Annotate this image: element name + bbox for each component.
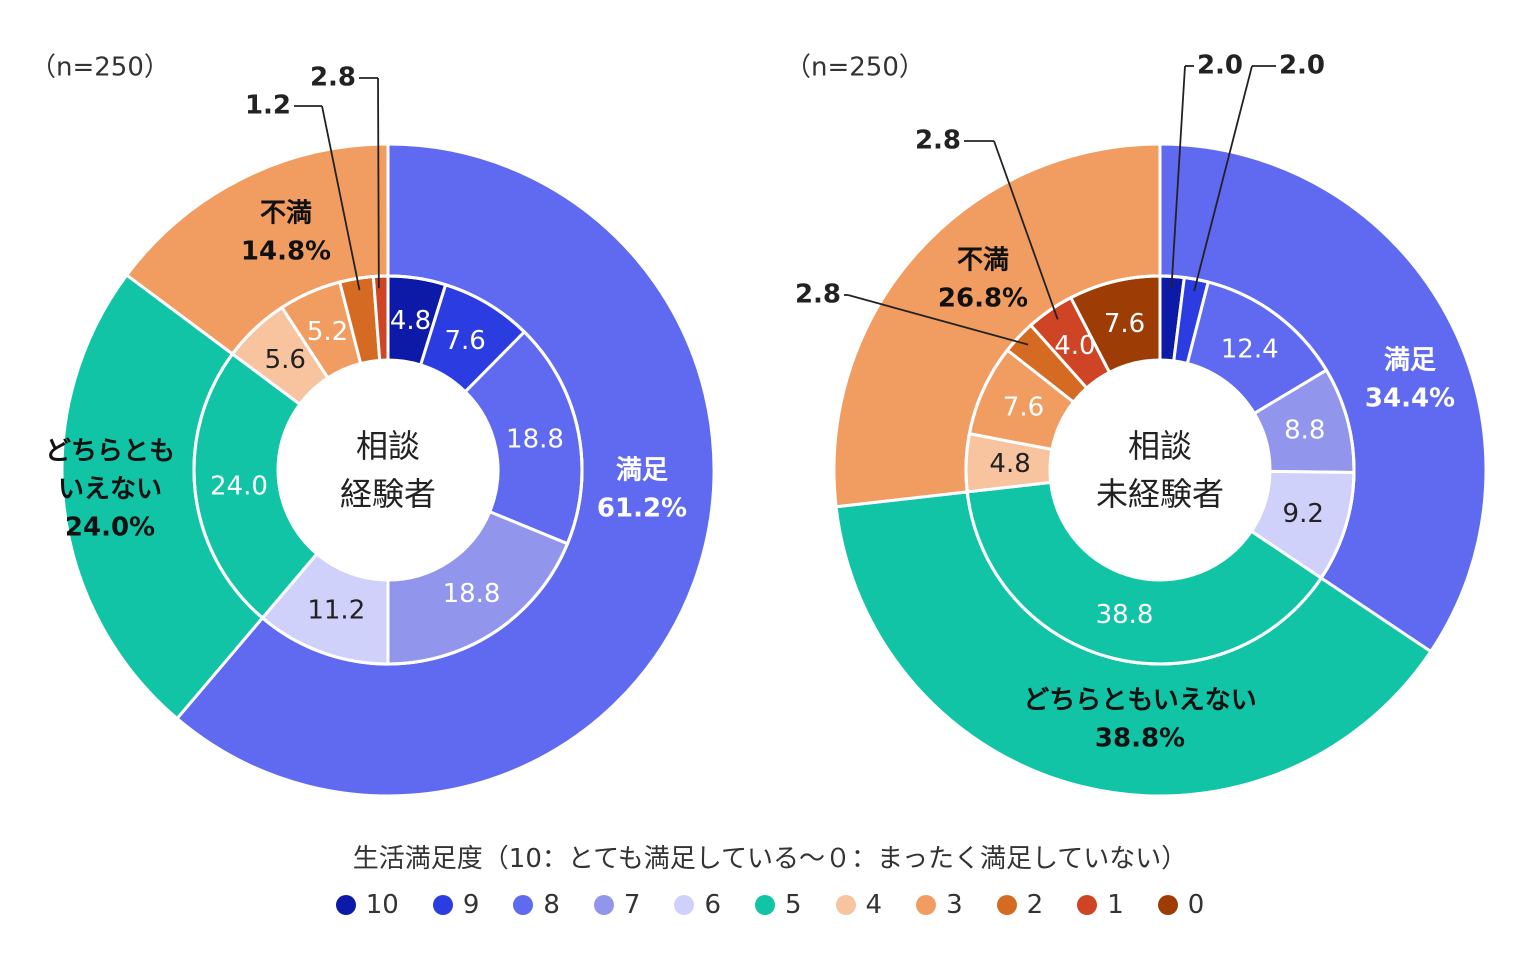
callout-label: 2.8	[795, 280, 841, 310]
inner-label-5: 24.0	[210, 471, 268, 501]
legend-label: 9	[462, 890, 480, 920]
legend-label: 3	[946, 890, 963, 920]
outer-label-2: 38.8%	[1095, 724, 1185, 754]
legend-label: 5	[785, 890, 802, 920]
callout-line	[847, 294, 1029, 346]
legend-swatch	[755, 895, 775, 915]
outer-label-1: 61.2%	[597, 494, 687, 524]
legend: 10 9 8 7 6 5 4 3 2 1 0	[0, 890, 1540, 922]
legend-item-9: 9	[432, 890, 480, 920]
donut-charts: 4.8 7.6 18.8 18.8 11.2 24.0 5.65.2 2.8 1.2 満足 61.2…	[30, 51, 1488, 798]
outer-label-2: 24.0%	[65, 513, 155, 543]
inner-label-7: 18.8	[443, 579, 501, 609]
inner-label-8: 18.8	[506, 425, 564, 455]
ring-separator	[192, 274, 584, 666]
sample-size-label: （n=250）	[30, 53, 170, 83]
legend-swatch	[432, 895, 453, 915]
legend-title: 生活満足度（10：とても満足している〜０：まったく満足していない）	[352, 844, 1188, 874]
legend-item-5: 5	[755, 890, 802, 920]
callout-label: 2.8	[310, 63, 356, 93]
callout-label: 2.0	[1197, 51, 1243, 81]
legend-swatch	[335, 895, 356, 915]
outer-label-1: 満足	[1384, 346, 1436, 376]
callout-label: 2.8	[915, 126, 961, 156]
inner-label-6: 9.2	[1283, 499, 1324, 529]
legend-item-1: 1	[1077, 890, 1124, 920]
legend-item-4: 4	[835, 890, 883, 920]
callout-line	[1170, 65, 1186, 289]
sample-size-label: （n=250）	[785, 53, 925, 83]
legend-item-3: 3	[916, 890, 963, 920]
outer-label-2: どちらともいえない	[1023, 686, 1256, 716]
inner-label-0: 7.6	[1104, 309, 1145, 339]
legend-swatch	[513, 895, 534, 915]
inner-label-3: 5.2	[307, 317, 348, 347]
donut-chart-1	[60, 77, 716, 798]
callout-line	[1193, 65, 1253, 292]
legend-item-2: 2	[996, 890, 1044, 920]
legend-swatch	[674, 895, 695, 915]
legend-swatch	[835, 895, 856, 915]
donut-chart-2	[832, 65, 1488, 798]
legend-swatch	[916, 895, 937, 915]
center-label: 経験者	[340, 475, 436, 513]
legend-item-6: 6	[674, 890, 721, 920]
inner-label-3: 7.6	[1003, 392, 1044, 422]
outer-label-3: 14.8%	[241, 237, 331, 267]
legend-label: 2	[1026, 890, 1044, 920]
outer-label-2: いえない	[58, 475, 162, 505]
callout-label: 2.0	[1279, 51, 1325, 81]
legend-item-0: 0	[1157, 890, 1205, 920]
legend-swatch	[996, 895, 1017, 915]
outer-label-2: どちらとも	[45, 437, 175, 467]
legend-item-10: 10	[335, 890, 399, 920]
legend-label: 7	[623, 890, 641, 920]
outer-label-1: 34.4%	[1365, 384, 1455, 414]
inner-label-9: 7.6	[444, 326, 485, 356]
center-label: 未経験者	[1096, 475, 1224, 513]
outer-label-3: 不満	[260, 199, 312, 229]
ring-separator	[964, 274, 1356, 666]
inner-label-1: 4.0	[1054, 331, 1095, 361]
outer-label-1: 満足	[616, 456, 668, 486]
callout-line	[377, 77, 380, 289]
legend-label: 8	[543, 890, 560, 920]
callout-line	[321, 105, 361, 291]
inner-label-7: 8.8	[1284, 415, 1325, 445]
inner-label-5: 38.8	[1096, 600, 1154, 630]
center-label: 相談	[356, 427, 420, 465]
inner-label-4: 5.6	[265, 345, 306, 375]
inner-label-8: 12.4	[1221, 334, 1279, 364]
legend-label: 1	[1107, 890, 1124, 920]
legend-label: 6	[704, 890, 721, 920]
legend-label: 0	[1187, 890, 1205, 920]
legend-item-7: 7	[593, 890, 641, 920]
callout-label: 1.2	[245, 91, 291, 121]
callout-line	[993, 140, 1059, 320]
legend-label: 10	[365, 890, 399, 920]
legend-label: 4	[865, 890, 883, 920]
legend-item-8: 8	[513, 890, 560, 920]
outer-label-3: 26.8%	[938, 284, 1028, 314]
outer-label-3: 不満	[957, 246, 1009, 276]
legend-swatch	[1157, 895, 1178, 915]
legend-swatch	[1077, 895, 1098, 915]
inner-label-10: 4.8	[390, 306, 431, 336]
inner-label-6: 11.2	[307, 595, 365, 625]
center-label: 相談	[1128, 427, 1192, 465]
legend-swatch	[593, 895, 614, 915]
inner-label-4: 4.8	[989, 449, 1030, 479]
